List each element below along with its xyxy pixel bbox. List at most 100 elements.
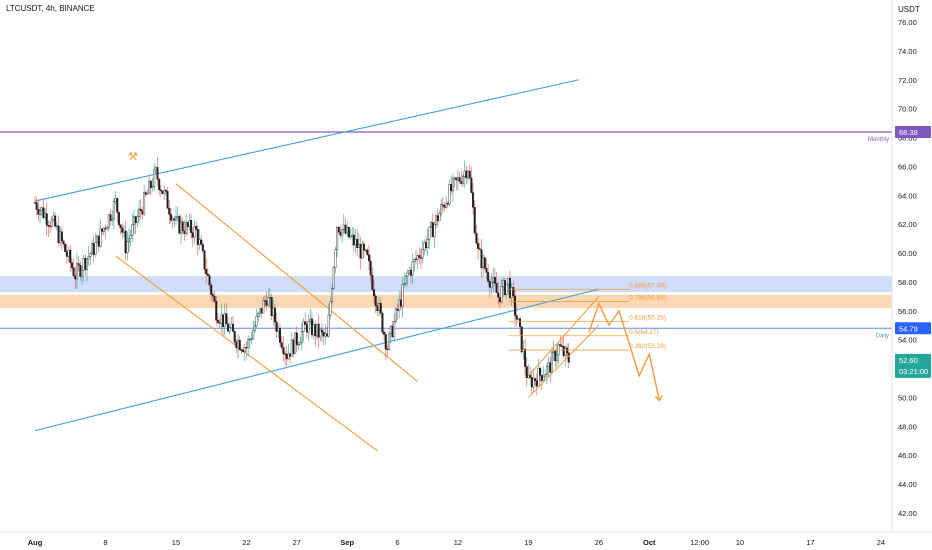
candle-body [315,323,318,337]
candle-body [503,280,506,295]
candle-body [144,192,147,195]
candle-body [149,180,152,188]
candle-body [191,232,194,238]
candle-body [77,263,80,266]
candle-body [166,191,169,209]
candle-body [485,268,488,273]
candle-body [255,316,258,327]
candle-body [341,229,344,236]
candle-body [42,207,45,218]
candle-body [59,231,62,244]
candle-body [186,222,189,227]
candle-body [456,177,459,181]
candle-body [514,295,517,316]
candle-body [381,312,384,333]
candle-body [84,258,87,270]
candle-body [299,342,302,345]
candle-body [138,208,141,217]
upper-channel-line [34,79,579,202]
candle-body [220,314,223,324]
hammer-icon: ⚒ [128,150,138,163]
candle-body [243,347,246,352]
candle-body [539,367,542,376]
candle-body [425,242,428,248]
candle-body [445,203,448,208]
wedge-upper [528,296,600,377]
y-tick-label: 70.00 [898,105,917,114]
candle-body [116,198,119,213]
candle-body [519,318,522,327]
candle-body [188,220,191,227]
candle-body [409,270,412,276]
candle-body [477,242,480,249]
candle-body [458,177,461,182]
fib-label-0.786: 0.786(56.65) [629,294,666,301]
candle-body [122,230,125,233]
candle-body [327,314,330,337]
candle-body [263,300,266,302]
candle-body [336,226,339,250]
candle-body [193,226,196,238]
candle-body [164,189,167,192]
candle-body [74,275,77,280]
candle-body [232,323,235,332]
y-tick-label: 60.00 [898,249,917,258]
candle-body [151,186,154,188]
candle-body [493,277,496,284]
wedge-lower [528,324,600,398]
candle-body [196,229,199,245]
candle-body [86,258,89,270]
candle-body [124,230,127,254]
candle-body [216,319,219,323]
candle-body [552,350,555,353]
candle-body [215,300,218,321]
candle-body [247,339,250,348]
candle-body [344,224,347,234]
candle-body [470,177,473,193]
candle-body [354,239,357,246]
candle-body [384,334,387,350]
candle-body [198,239,201,245]
candle-body [438,213,441,222]
candle-body [448,184,451,205]
candle-body [50,219,53,227]
x-tick-label: Oct [643,538,656,547]
candle-body [119,224,122,229]
annotations: ⚒ [128,150,138,163]
candle-body [101,228,104,232]
candle-body [146,192,149,195]
candle-body [515,315,518,320]
candle-body [233,331,236,343]
candle-body [178,216,181,234]
candle-body [467,170,470,179]
candle-body [502,280,505,287]
candle-body [364,249,367,251]
candle-body [235,341,238,349]
monthly-badge-text: 68.38 [899,128,918,137]
candle-body [319,329,322,338]
candle-body [195,226,198,230]
candle-body [267,297,270,306]
candle-body [309,318,312,322]
candle-body [148,180,151,194]
candle-body [300,331,303,343]
y-tick-label: 64.00 [898,191,917,200]
fib-label-0.886: 0.886(57.49) [629,282,666,289]
candle-body [203,250,206,270]
candle-body [550,352,553,373]
candle-body [129,235,132,239]
candle-body [383,332,386,335]
candle-body [102,227,105,232]
candle-body [416,255,419,260]
candle-body [285,353,288,360]
candle-body [34,202,37,204]
candle-body [180,221,183,234]
candle-body [257,312,260,317]
candle-body [426,238,429,248]
candle-body [455,177,458,181]
candle-body [420,257,423,259]
candle-body [517,318,520,320]
candle-body [389,325,392,335]
last-price-badge-text: 52.60 [899,356,918,365]
